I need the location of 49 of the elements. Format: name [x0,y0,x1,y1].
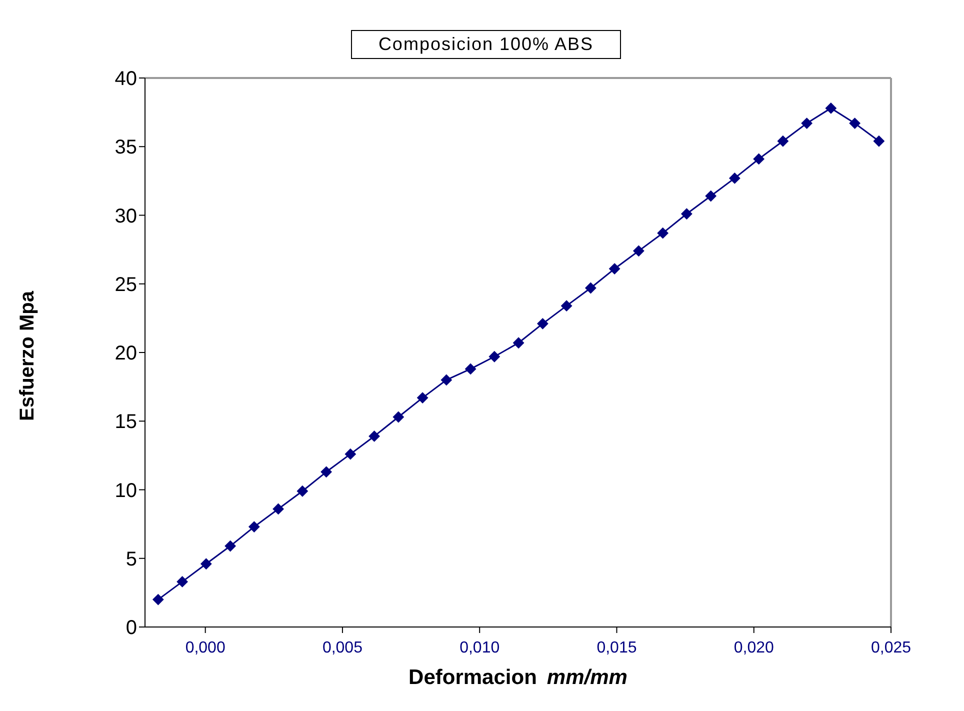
chart-title: Composicion 100% ABS [351,30,621,59]
point [200,558,212,570]
y-tick-label: 10 [114,480,137,502]
x-axis-title: Deformacion mm/mm [408,666,628,690]
point [272,503,284,514]
point [537,318,548,330]
point [513,337,524,348]
point [609,263,620,274]
point [585,282,596,294]
point [465,363,476,374]
point [873,136,884,147]
x-tick-label: 0,015 [596,639,637,656]
y-tick-label: 0 [126,617,137,640]
y-tick-label: 25 [114,274,137,296]
point [801,118,812,129]
x-tick-label: 0,025 [870,639,912,656]
point [296,486,308,497]
y-tick-label: 35 [114,136,137,159]
point [849,118,860,129]
point [753,153,764,164]
point [633,245,644,256]
point [681,208,692,220]
point [224,540,236,552]
x-tick-label: 0,005 [322,639,363,656]
point [561,300,572,312]
point [488,351,500,362]
point [729,172,740,184]
point [152,594,164,606]
y-tick-label: 15 [114,411,137,434]
point [368,430,380,442]
point [417,392,428,404]
point [392,412,404,423]
y-tick-label: 40 [114,68,137,90]
point [657,228,668,239]
y-tick-label: 30 [114,205,137,228]
point [705,190,716,202]
point [176,576,188,588]
x-tick-label: 0,010 [460,639,500,656]
point [777,136,788,147]
point [248,521,260,532]
point [440,374,452,386]
y-axis-title: Esfuerzo Mpa [16,290,40,422]
point [825,102,836,114]
y-tick-label: 20 [114,342,137,365]
x-tick-label: 0,000 [185,639,226,656]
x-tick-label: 0,020 [734,639,774,656]
point [320,466,332,478]
point [344,448,356,460]
y-tick-label: 5 [126,548,137,570]
